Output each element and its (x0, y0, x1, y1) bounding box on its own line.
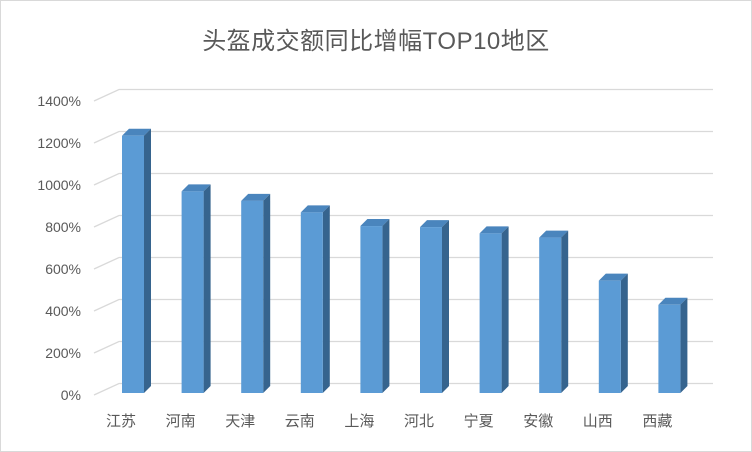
bar-side-face (680, 297, 688, 393)
bar-side-face (322, 205, 330, 393)
gridline (93, 88, 713, 102)
bar-side-face (144, 128, 151, 393)
x-axis-category-label: 西藏 (642, 413, 672, 430)
bar-column (539, 237, 562, 393)
y-axis-tick-label: 400% (45, 303, 81, 319)
bar-top-face (598, 273, 628, 281)
bar-top-face (181, 184, 211, 192)
gridline (93, 298, 713, 312)
bar-side-face (501, 226, 509, 393)
bar-top-face (360, 219, 390, 227)
bar-column (658, 304, 681, 393)
y-axis-tick-label: 0% (61, 387, 81, 403)
y-axis-tick-label: 600% (45, 261, 81, 277)
bar-side-face (561, 230, 569, 393)
y-axis-tick-label: 1000% (37, 177, 81, 193)
bar-side-face (203, 184, 211, 393)
bar-column (598, 280, 621, 393)
x-axis-category-label: 河南 (166, 413, 196, 430)
bar-side-face (442, 220, 449, 393)
bar-top-face (300, 205, 330, 213)
bar-column (181, 191, 204, 393)
x-axis-category-label: 宁夏 (464, 413, 494, 430)
bar-top-face (122, 128, 151, 136)
bar-column (241, 200, 264, 393)
gridline (93, 256, 713, 270)
x-axis-category-label: 天津 (225, 413, 255, 430)
gridline (93, 382, 713, 396)
x-axis-category-label: 山西 (583, 413, 613, 430)
y-axis-tick-label: 800% (45, 219, 81, 235)
bar-top-face (479, 226, 509, 234)
gridline (93, 340, 713, 354)
y-axis-tick-label: 1200% (37, 135, 81, 151)
x-axis-category-label: 安徽 (523, 413, 553, 430)
x-axis-category-label: 河北 (404, 413, 434, 430)
bar-column (122, 135, 144, 393)
bar-side-face (620, 273, 628, 393)
bar-column (479, 233, 502, 393)
y-axis-tick-label: 200% (45, 345, 81, 361)
bar-column (420, 227, 442, 393)
bar-top-face (658, 297, 688, 305)
bar-column (300, 212, 323, 393)
gridline (93, 172, 713, 186)
y-axis-tick-label: 1400% (37, 93, 81, 109)
bar-side-face (263, 193, 271, 393)
chart-title: 头盔成交额同比增幅TOP10地区 (202, 28, 550, 55)
gridline (93, 130, 713, 144)
x-axis-category-label: 云南 (285, 413, 315, 430)
bar-column (360, 226, 383, 393)
gridline (93, 214, 713, 228)
bar-side-face (382, 219, 390, 393)
x-axis-category-label: 上海 (344, 413, 374, 430)
x-axis-category-label: 江苏 (106, 413, 136, 430)
bar-top-face (241, 193, 271, 201)
bar-top-face (539, 230, 569, 238)
bar-top-face (420, 220, 449, 228)
